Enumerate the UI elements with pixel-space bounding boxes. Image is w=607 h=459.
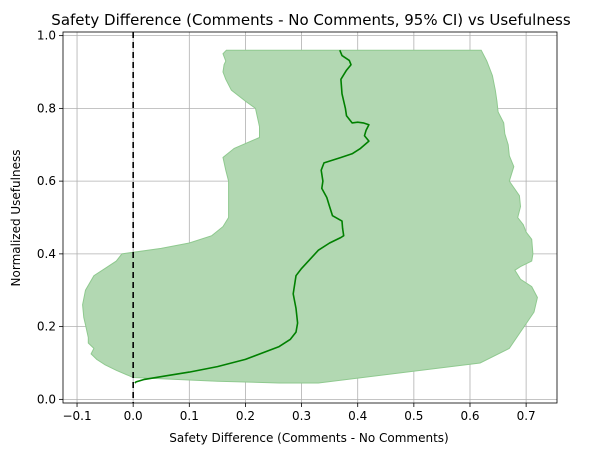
chart-title: Safety Difference (Comments - No Comment…	[51, 11, 571, 29]
y-tick-label: 0.0	[37, 392, 56, 406]
x-axis-label: Safety Difference (Comments - No Comment…	[169, 431, 448, 445]
y-tick-label: 0.2	[37, 320, 56, 334]
x-tick-label: 0.7	[517, 409, 536, 423]
y-tick-label: 0.8	[37, 101, 56, 115]
x-tick-label: 0.2	[236, 409, 255, 423]
x-tick-label: 0.1	[180, 409, 199, 423]
plot-area	[63, 32, 557, 403]
axes-frame	[62, 31, 558, 404]
x-tick-label: 0.3	[292, 409, 311, 423]
x-tick-label: 0.4	[348, 409, 367, 423]
series-line	[134, 49, 370, 384]
x-tick-label: 0.6	[460, 409, 479, 423]
x-tick-label: 0.0	[124, 409, 143, 423]
y-tick-label: 0.4	[37, 247, 56, 261]
y-tick-label: 1.0	[37, 29, 56, 43]
y-tick-label: 0.6	[37, 174, 56, 188]
confidence-band	[82, 49, 538, 384]
x-tick-label: −0.1	[62, 409, 91, 423]
y-axis-label: Normalized Usefulness	[9, 150, 23, 287]
x-tick-label: 0.5	[404, 409, 423, 423]
axes: −0.1 0.0 0.1 0.2 0.3 0.4 0.5 0.6 0.7 0.0 0.2 0.4 0.6…	[37, 29, 558, 423]
